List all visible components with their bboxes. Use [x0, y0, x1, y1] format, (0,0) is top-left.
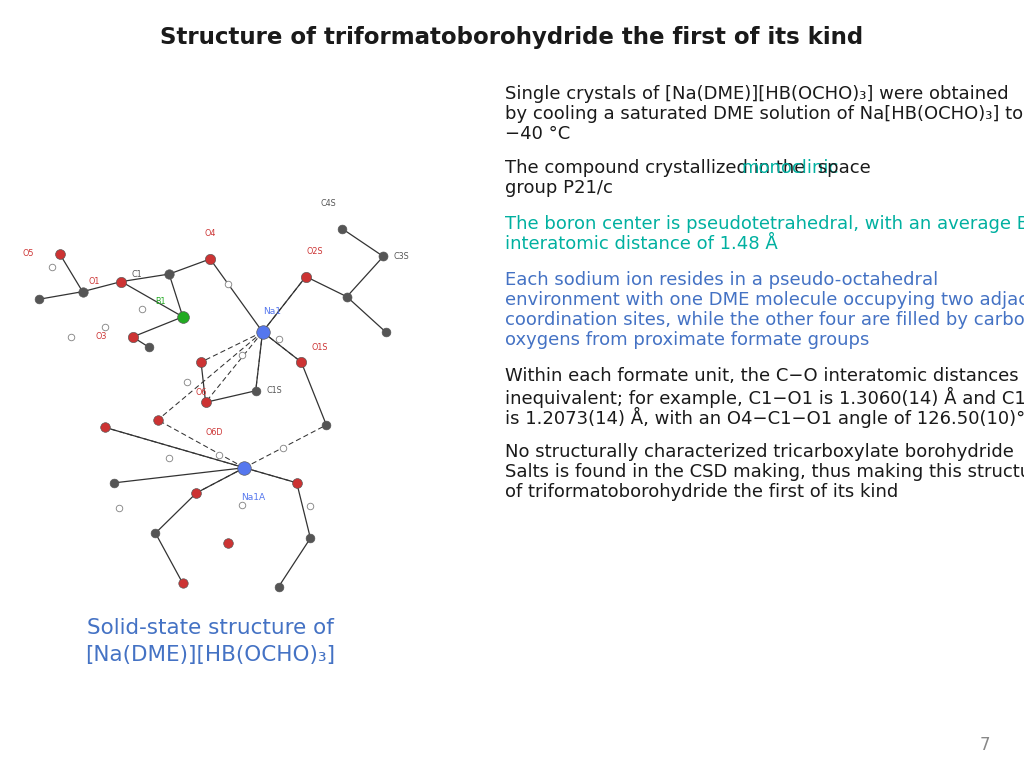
Text: [Na(DME)][HB(OCHO)₃]: [Na(DME)][HB(OCHO)₃] [85, 645, 335, 665]
Point [125, 331, 141, 343]
Text: oxygens from proximate formate groups: oxygens from proximate formate groups [505, 331, 869, 349]
Text: The boron center is pseudotetrahedral, with an average B−O: The boron center is pseudotetrahedral, w… [505, 215, 1024, 233]
Point [254, 326, 270, 338]
Text: B1: B1 [155, 297, 165, 306]
Text: The compound crystallized in the: The compound crystallized in the [505, 159, 811, 177]
Text: Structure of triformatoborohydride the first of its kind: Structure of triformatoborohydride the f… [161, 26, 863, 49]
Point [188, 487, 205, 499]
Point [302, 500, 318, 512]
Point [233, 499, 250, 511]
Text: Within each formate unit, the C−O interatomic distances are: Within each formate unit, the C−O intera… [505, 367, 1024, 385]
Text: −40 °C: −40 °C [505, 125, 570, 143]
Text: O3: O3 [95, 333, 106, 342]
Point [97, 321, 114, 333]
Point [193, 356, 209, 368]
Point [147, 527, 164, 539]
Point [97, 422, 114, 434]
Text: Na1: Na1 [263, 307, 281, 316]
Text: C1: C1 [132, 270, 142, 279]
Point [31, 293, 47, 306]
Text: O5: O5 [23, 250, 34, 259]
Text: O1: O1 [88, 277, 99, 286]
Text: environment with one DME molecule occupying two adjacent: environment with one DME molecule occupy… [505, 291, 1024, 309]
Point [63, 331, 80, 343]
Point [161, 452, 177, 464]
Point [211, 449, 227, 462]
Text: of triformatoborohydride the first of its kind: of triformatoborohydride the first of it… [505, 483, 898, 501]
Point [113, 276, 129, 288]
Text: No structurally characterized tricarboxylate borohydride: No structurally characterized tricarboxy… [505, 443, 1014, 461]
Point [270, 581, 287, 593]
Text: 7: 7 [980, 736, 990, 754]
Text: by cooling a saturated DME solution of Na[HB(OCHO)₃] to: by cooling a saturated DME solution of N… [505, 105, 1023, 123]
Point [111, 502, 127, 514]
Point [106, 477, 123, 489]
Point [289, 477, 305, 489]
Point [161, 268, 177, 280]
Text: C1S: C1S [266, 386, 282, 396]
Text: space: space [812, 159, 871, 177]
Point [298, 270, 314, 283]
Text: Na1A: Na1A [242, 493, 265, 502]
Text: C4S: C4S [321, 199, 337, 208]
Point [220, 278, 237, 290]
Point [378, 326, 394, 338]
Point [302, 532, 318, 545]
Point [198, 396, 214, 409]
Text: Solid-state structure of: Solid-state structure of [87, 618, 334, 638]
Text: Single crystals of [Na(DME)][HB(OCHO)₃] were obtained: Single crystals of [Na(DME)][HB(OCHO)₃] … [505, 85, 1009, 103]
Point [202, 253, 218, 265]
Text: interatomic distance of 1.48 Å: interatomic distance of 1.48 Å [505, 235, 778, 253]
Point [233, 349, 250, 361]
Point [150, 414, 166, 426]
Point [293, 356, 309, 368]
Point [51, 248, 68, 260]
Text: Each sodium ion resides in a pseudo-octahedral: Each sodium ion resides in a pseudo-octa… [505, 271, 938, 289]
Text: O4: O4 [205, 230, 216, 238]
Text: inequivalent; for example, C1−O1 is 1.3060(14) Å and C1−O4: inequivalent; for example, C1−O1 is 1.30… [505, 387, 1024, 408]
Point [75, 286, 91, 298]
Point [237, 462, 253, 474]
Point [140, 341, 157, 353]
Point [220, 537, 237, 549]
Point [375, 250, 391, 263]
Text: monoclinic: monoclinic [741, 159, 839, 177]
Text: O6D: O6D [206, 428, 223, 437]
Point [339, 290, 355, 303]
Text: O6: O6 [196, 388, 207, 397]
Point [270, 333, 287, 346]
Point [179, 376, 196, 389]
Point [44, 260, 60, 273]
Point [334, 223, 350, 235]
Point [175, 311, 191, 323]
Text: coordination sites, while the other four are filled by carbonyl: coordination sites, while the other four… [505, 311, 1024, 329]
Point [133, 303, 150, 316]
Point [175, 578, 191, 590]
Text: O2S: O2S [306, 247, 324, 256]
Point [274, 442, 291, 454]
Text: C3S: C3S [393, 252, 410, 261]
Point [248, 385, 264, 397]
Text: Salts is found in the CSD making, thus making this structure: Salts is found in the CSD making, thus m… [505, 463, 1024, 481]
Point [318, 419, 335, 431]
Text: is 1.2073(14) Å, with an O4−C1−O1 angle of 126.50(10)°: is 1.2073(14) Å, with an O4−C1−O1 angle … [505, 407, 1024, 428]
Text: group P21/c: group P21/c [505, 179, 613, 197]
Text: O1S: O1S [311, 343, 328, 352]
